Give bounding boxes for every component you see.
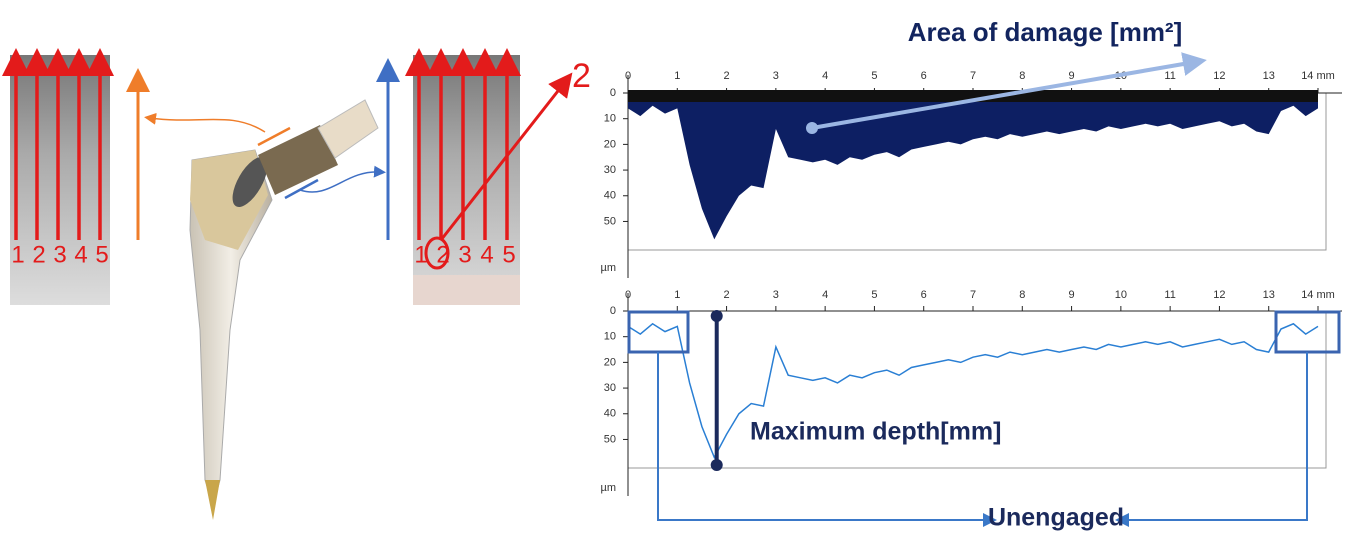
arrow [299,165,386,193]
annotation: Area of damage [mm²] [908,17,1183,47]
marker-line [257,126,291,147]
x-tick-label: 9 [1069,70,1075,82]
y-axis-label: µm [600,482,616,494]
profile-area [628,93,1318,240]
scan-label: 5 [95,241,108,268]
scan-label: 2 [32,241,45,268]
x-tick-label: 13 [1263,70,1275,82]
scan-label: 2 [436,241,449,268]
x-tick-label: 0 [625,289,631,301]
zoom-label: 2 [572,57,591,95]
x-tick-label: 7 [970,70,976,82]
y-tick-label: 10 [604,113,616,125]
x-tick-label: 12 [1213,70,1225,82]
implant [189,99,379,520]
annotation: Unengaged [988,504,1124,532]
y-tick-label: 50 [604,433,616,445]
left-strip [10,55,110,305]
scan-label: 3 [53,241,66,268]
depth-dot [710,459,723,471]
annotation: Maximum depth[mm] [750,418,1001,446]
zero-band [628,90,1318,102]
x-tick-label: 3 [773,289,779,301]
y-tick-label: 50 [604,215,616,227]
arrow [144,112,266,133]
y-tick-label: 0 [610,305,616,317]
marker-line [284,178,319,200]
x-tick-label: 5 [871,289,877,301]
x-tick-label: 12 [1213,289,1225,301]
y-tick-label: 20 [604,138,616,150]
y-tick-label: 0 [610,87,616,99]
scan-label: 3 [458,241,471,268]
annotation-arrow [657,352,997,527]
x-tick-label: 14 mm [1301,70,1335,82]
annotation-arrow [1115,352,1308,527]
scan-label: 5 [502,241,515,268]
x-tick-label: 10 [1115,289,1127,301]
x-tick-label: 1 [674,289,680,301]
x-tick-label: 13 [1263,289,1275,301]
y-tick-label: 30 [604,382,616,394]
x-tick-label: 5 [871,70,877,82]
scan-label: 4 [74,241,87,268]
x-tick-label: 4 [822,70,828,82]
x-tick-label: 3 [773,70,779,82]
x-tick-label: 11 [1164,70,1175,82]
annotation-arrow [811,52,1207,130]
x-tick-label: 1 [674,70,680,82]
x-tick-label: 4 [822,289,828,301]
x-tick-label: 7 [970,289,976,301]
x-tick-label: 14 mm [1301,289,1335,301]
x-tick-label: 2 [724,70,730,82]
y-axis-label: µm [600,262,616,274]
x-tick-label: 8 [1019,289,1025,301]
depth-dot [710,310,723,322]
y-tick-label: 30 [604,164,616,176]
y-tick-label: 20 [604,356,616,368]
unengaged-box [1274,310,1341,354]
y-tick-label: 40 [604,408,616,420]
scan-label: 4 [480,241,493,268]
y-tick-label: 40 [604,190,616,202]
x-tick-label: 2 [724,289,730,301]
x-tick-label: 6 [921,70,927,82]
profile-line [627,322,1319,460]
x-tick-label: 8 [1019,70,1025,82]
x-tick-label: 9 [1069,289,1075,301]
x-tick-label: 0 [625,70,631,82]
x-tick-label: 6 [921,289,927,301]
y-tick-label: 10 [604,331,616,343]
scan-label: 1 [11,241,24,268]
x-tick-label: 11 [1164,289,1175,301]
annotation-dot [806,122,818,134]
scan-label: 1 [414,241,427,268]
